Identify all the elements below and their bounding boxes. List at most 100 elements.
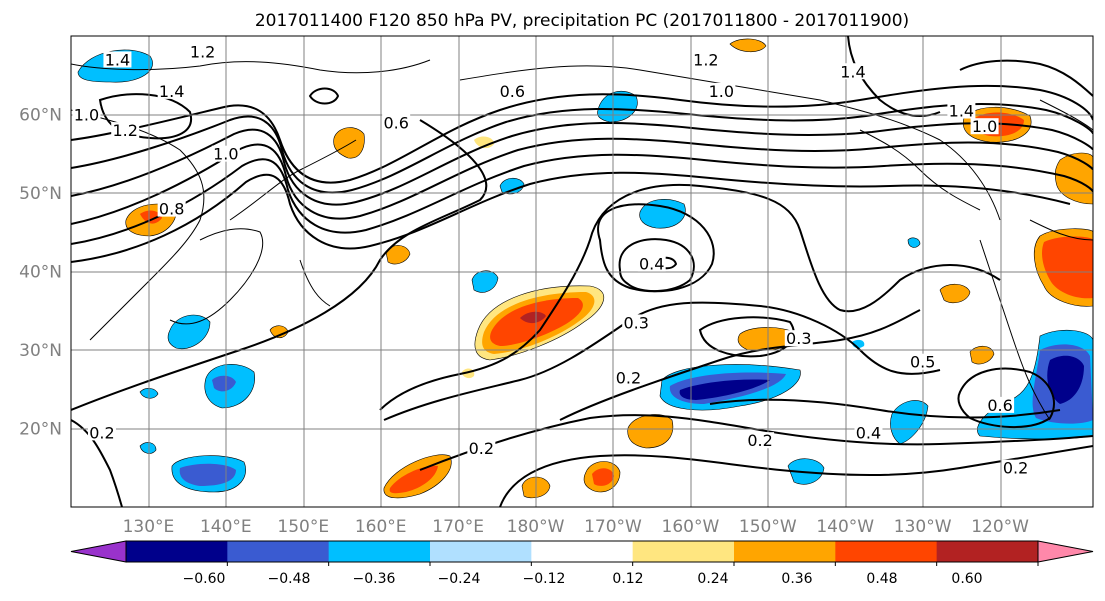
- contour-line: [71, 102, 1093, 194]
- colorbar-swatch: [734, 541, 836, 562]
- contour-label: 1.2: [190, 43, 215, 62]
- contour-label: 0.5: [910, 353, 935, 372]
- shade-positive: [333, 127, 365, 159]
- contour-label-bg: [211, 145, 240, 162]
- contour-line: [71, 419, 123, 507]
- contour-label: 0.2: [89, 423, 114, 442]
- lat-tick-label: 50°N: [19, 184, 62, 204]
- colorbar-tick-label: −0.48: [268, 571, 311, 587]
- contour-label: 1.4: [840, 62, 865, 81]
- contour-label: 0.8: [159, 200, 184, 219]
- contour-line: [847, 36, 941, 117]
- lon-tick-label: 150°E: [277, 517, 329, 537]
- coastline: [71, 59, 431, 74]
- contour-label: 0.3: [786, 329, 811, 348]
- contour-label: 1.4: [949, 102, 974, 121]
- contour-line: [71, 137, 1093, 225]
- lat-tick-label: 20°N: [19, 420, 62, 440]
- shade-negative: [890, 400, 929, 445]
- lon-tick-label: 160°E: [355, 517, 407, 537]
- chart-title: 2017011400 F120 850 hPa PV, precipitatio…: [255, 11, 909, 31]
- colorbar-swatch: [430, 541, 532, 562]
- colorbar-swatch: [936, 541, 1039, 562]
- shade-positive: [385, 245, 411, 265]
- colorbar-tick-label: −0.36: [353, 571, 396, 587]
- shade-positive: [969, 345, 995, 365]
- contour-line: [618, 238, 695, 293]
- colorbar-tick-label: −0.12: [523, 571, 566, 587]
- precipitation-shading: [77, 38, 1093, 499]
- lon-tick-labels: 130°E 140°E 150°E 160°E 170°E 180°W 170°W 160°W…: [123, 517, 1030, 537]
- lat-tick-labels: 20°N 30°N 40°N 50°N 60°N: [19, 106, 62, 440]
- contour-line: [308, 87, 340, 105]
- contour-line: [957, 367, 1055, 428]
- contour-label: 0.4: [639, 255, 664, 274]
- contour-line: [959, 59, 1093, 97]
- contour-label-bg: [637, 255, 666, 272]
- contour-label-bg: [986, 396, 1015, 413]
- lon-tick-label: 130°W: [894, 517, 952, 537]
- lon-tick-label: 160°W: [662, 517, 720, 537]
- shade-negative: [1047, 355, 1084, 404]
- contour-label: 0.3: [623, 313, 648, 332]
- coastline: [859, 129, 981, 211]
- colorbar-tick-label: 0.60: [951, 571, 982, 587]
- lon-tick-label: 150°W: [739, 517, 797, 537]
- colorbar: −0.60 −0.48 −0.36 −0.24 −0.12 0.12 0.24 0.36 0.4…: [70, 540, 1094, 587]
- lon-tick-label: 120°W: [971, 517, 1029, 537]
- contour-label: 1.0: [709, 82, 734, 101]
- graticule: [71, 36, 1093, 507]
- colorbar-swatch: [632, 541, 735, 562]
- contour-label: 0.2: [747, 431, 772, 450]
- colorbar-tick-label: 0.24: [697, 571, 728, 587]
- contour-labels: 1.4 1.21.41.01.21.00.80.60.61.21.01.41.41…: [72, 43, 1030, 478]
- lon-tick-label: 170°W: [584, 517, 642, 537]
- coastline: [71, 109, 205, 341]
- contour-label-bg: [854, 424, 883, 441]
- lon-tick-label: 170°E: [432, 517, 484, 537]
- contour-label-bg: [157, 82, 186, 99]
- contour-label-bg: [784, 330, 813, 347]
- lon-tick-label: 140°W: [816, 517, 874, 537]
- contour-label-bg: [970, 118, 999, 135]
- colorbar-tick-label: −0.24: [438, 571, 481, 587]
- contour-line: [709, 398, 1061, 419]
- shade-positive: [939, 283, 971, 304]
- coastline: [169, 228, 264, 325]
- contour-label: 0.4: [856, 423, 881, 442]
- shade-positive: [1042, 236, 1093, 299]
- lon-tick-label: 140°E: [200, 517, 252, 537]
- contour-label-bg: [707, 82, 736, 99]
- colorbar-tick-label: 0.48: [866, 571, 897, 587]
- colorbar-extend-high: [1037, 540, 1094, 563]
- contour-label: 1.0: [972, 117, 997, 136]
- contour-line: [71, 153, 1093, 245]
- contour-label: 0.2: [1003, 459, 1028, 478]
- colorbar-swatch: [328, 541, 431, 562]
- shade-negative: [679, 379, 770, 400]
- shade-positive: [389, 465, 438, 494]
- contour-label-bg: [87, 424, 116, 441]
- shade-positive: [520, 311, 546, 324]
- contour-label-bg: [157, 200, 186, 217]
- shade-negative: [639, 199, 686, 229]
- contour-label-bg: [691, 51, 720, 68]
- contour-line: [71, 84, 1093, 184]
- lon-tick-label: 180°W: [507, 517, 565, 537]
- map-frame: [70, 35, 1094, 508]
- contour-label: 0.2: [469, 439, 494, 458]
- contour-label: 1.4: [159, 82, 184, 101]
- colorbar-swatch: [227, 541, 330, 562]
- contour-label-bg: [746, 432, 775, 449]
- lat-tick-label: 60°N: [19, 106, 62, 126]
- contour-label-bg: [188, 43, 217, 60]
- contour-label: 1.0: [74, 105, 99, 124]
- contour-label-bg: [614, 369, 643, 386]
- contour-label-bg: [382, 114, 411, 131]
- contour-line: [597, 203, 715, 293]
- contour-label-bg: [1001, 459, 1030, 476]
- lat-tick-label: 40°N: [19, 263, 62, 283]
- contour-label-bg: [103, 51, 132, 68]
- contour-label-bg: [622, 314, 651, 331]
- contour-label-bg: [908, 353, 937, 370]
